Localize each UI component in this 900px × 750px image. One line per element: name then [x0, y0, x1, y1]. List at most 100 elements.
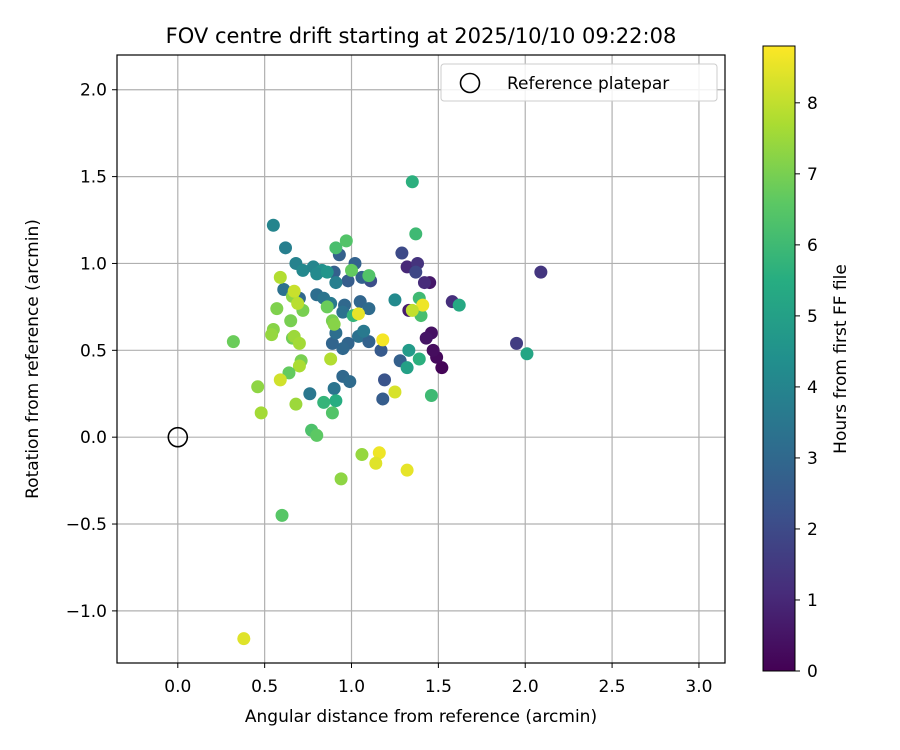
colorbar-gradient	[762, 45, 796, 672]
data-point	[291, 296, 305, 310]
colorbar-tick-label: 4	[807, 378, 818, 398]
data-point	[320, 300, 334, 314]
colorbar-tick-label: 1	[807, 591, 818, 611]
chart-title: FOV centre drift starting at 2025/10/10 …	[166, 24, 677, 48]
data-point	[402, 343, 416, 357]
data-point	[254, 406, 268, 420]
data-point	[325, 336, 339, 350]
data-point	[310, 267, 324, 281]
x-tick-label: 0.5	[251, 677, 278, 697]
legend-box	[440, 63, 718, 102]
colorbar-tick-label: 5	[807, 307, 818, 327]
data-point	[310, 428, 324, 442]
data-point	[324, 352, 338, 366]
data-point	[339, 234, 353, 248]
data-point	[374, 343, 388, 357]
colorbar-tick-label: 2	[807, 520, 818, 540]
x-tick-label: 1.5	[425, 677, 452, 697]
x-tick-label: 2.0	[512, 677, 539, 697]
y-axis-label: Rotation from reference (arcmin)	[23, 219, 43, 499]
colorbar: 0 1 2 3 4 5 6 7 8 Hours from first FF file	[762, 45, 851, 682]
data-point	[362, 302, 376, 316]
data-point	[417, 276, 431, 290]
colorbar-tick-label: 8	[807, 94, 818, 114]
data-point	[378, 373, 392, 387]
data-point	[353, 295, 367, 309]
data-point	[409, 227, 423, 241]
data-point	[435, 361, 449, 375]
data-point	[534, 265, 548, 279]
colorbar-ticks: 0 1 2 3 4 5 6 7 8	[795, 94, 818, 682]
data-point	[345, 263, 359, 277]
data-point	[284, 314, 298, 328]
data-point	[388, 293, 402, 307]
data-point	[303, 387, 317, 401]
data-point	[400, 463, 414, 477]
data-point	[362, 269, 376, 283]
data-point	[341, 274, 355, 288]
y-tick-label: 0.0	[80, 428, 107, 448]
data-point	[405, 303, 419, 317]
x-axis-label: Angular distance from reference (arcmin)	[245, 707, 597, 727]
data-point	[510, 336, 524, 350]
legend: Reference platepar	[440, 63, 718, 102]
data-point	[251, 380, 265, 394]
data-point	[334, 472, 348, 486]
y-tick-label: 1.0	[80, 254, 107, 274]
data-point	[296, 263, 310, 277]
x-tick-label: 1.0	[338, 677, 365, 697]
data-point	[325, 406, 339, 420]
data-point	[237, 632, 251, 646]
data-point	[273, 270, 287, 284]
x-tick-label: 3.0	[685, 677, 712, 697]
data-point	[275, 508, 289, 522]
data-point	[336, 342, 350, 356]
data-point	[424, 388, 438, 402]
data-point	[336, 305, 350, 319]
data-point	[329, 241, 343, 255]
data-point	[343, 375, 357, 389]
data-point	[289, 397, 303, 411]
data-point	[388, 385, 402, 399]
data-point	[279, 241, 293, 255]
data-point	[327, 382, 341, 396]
colorbar-tick-label: 3	[807, 449, 818, 469]
data-point	[409, 265, 423, 279]
data-point	[292, 359, 306, 373]
y-tick-label: 1.5	[80, 168, 107, 188]
y-tick-label: 2.0	[80, 81, 107, 101]
data-point	[327, 317, 341, 331]
data-point	[416, 298, 430, 312]
data-point	[265, 328, 279, 342]
colorbar-tick-label: 7	[807, 165, 818, 185]
data-point	[362, 335, 376, 349]
data-point	[351, 307, 365, 321]
colorbar-tick-label: 0	[807, 662, 818, 682]
data-point	[372, 446, 386, 460]
data-point	[452, 298, 466, 312]
data-point	[287, 284, 301, 298]
data-point	[282, 366, 296, 380]
data-point	[520, 347, 534, 361]
data-point	[277, 283, 291, 297]
data-point	[270, 302, 284, 316]
colorbar-tick-label: 6	[807, 236, 818, 256]
data-point	[400, 361, 414, 375]
data-point	[292, 336, 306, 350]
x-tick-label: 2.5	[599, 677, 626, 697]
data-point	[376, 392, 390, 406]
reference-platepar-marker	[167, 426, 189, 448]
data-point	[412, 352, 426, 366]
y-axis-ticks: −1.0 −0.5 0.0 0.5 1.0 1.5 2.0	[66, 81, 117, 622]
data-point	[329, 276, 343, 290]
data-point	[317, 395, 331, 409]
data-point	[320, 265, 334, 279]
data-point	[419, 331, 433, 345]
data-point	[426, 343, 440, 357]
data-point	[405, 175, 419, 189]
data-point	[329, 394, 343, 408]
data-point	[357, 324, 371, 338]
x-axis-ticks: 0.0 0.5 1.0 1.5 2.0 2.5 3.0	[164, 663, 712, 697]
data-point	[273, 373, 287, 387]
data-points	[226, 175, 548, 646]
